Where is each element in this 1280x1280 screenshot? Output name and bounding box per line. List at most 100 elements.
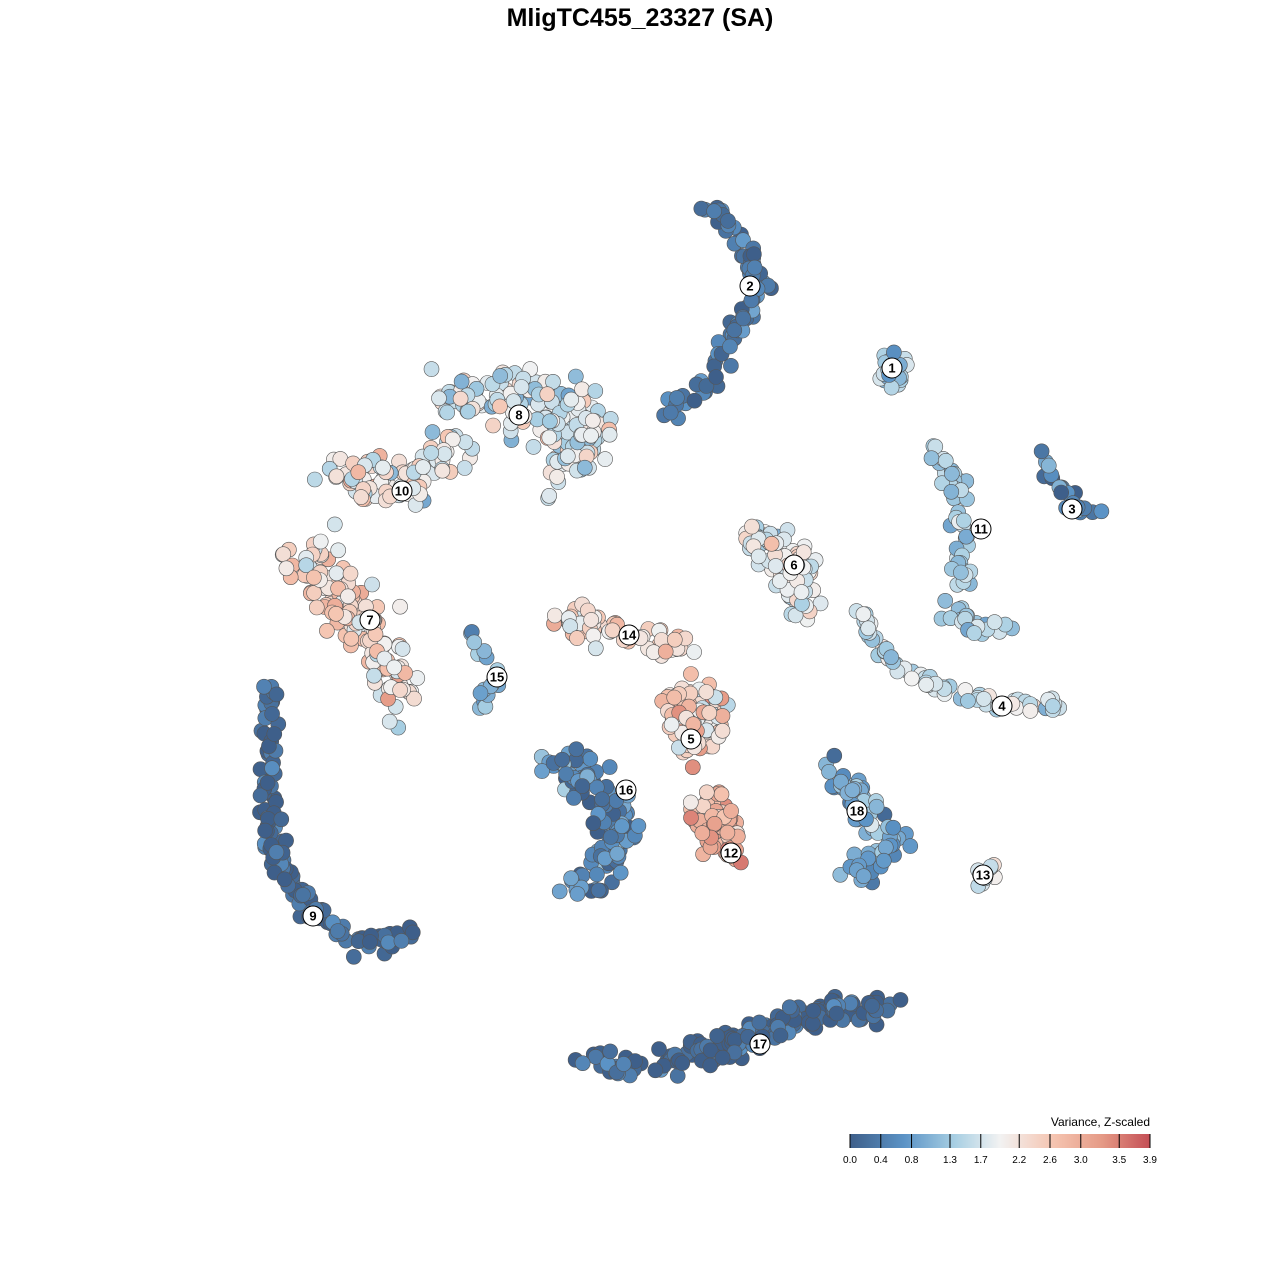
cell-point (534, 763, 550, 779)
cell-point (886, 344, 902, 361)
cell-point (722, 338, 738, 355)
cell-point (541, 487, 558, 504)
cell-point (466, 634, 483, 651)
cell-point (492, 368, 509, 384)
cell-point (647, 1062, 664, 1079)
cell-point (424, 424, 441, 440)
cell-point (771, 573, 788, 589)
cluster-label-3: 3 (1061, 498, 1083, 520)
cluster-label-circle (302, 905, 324, 927)
cluster-label-circle (991, 695, 1013, 717)
cell-point (719, 824, 736, 841)
cell-point (380, 934, 397, 951)
cell-point (492, 398, 508, 415)
cell-point (452, 390, 469, 407)
cell-point (264, 706, 280, 722)
cluster-label-12: 12 (720, 842, 742, 864)
cell-point (541, 429, 558, 446)
cell-point (392, 682, 408, 698)
cell-point (431, 390, 447, 407)
cluster-label-text: 1 (888, 361, 895, 376)
cell-point (364, 576, 380, 593)
cell-point (436, 446, 453, 462)
cell-point (795, 544, 812, 561)
cluster-label-circle (680, 728, 702, 750)
cell-point (342, 565, 359, 582)
cell-point (663, 716, 680, 733)
cell-point (406, 690, 422, 707)
cluster-label-circle (486, 666, 508, 688)
cell-point (460, 403, 476, 420)
cell-point (726, 322, 743, 339)
cell-point (569, 886, 586, 902)
legend-tick-label: 2.6 (1043, 1155, 1057, 1166)
cell-point (701, 705, 718, 721)
cell-point (268, 686, 285, 703)
cell-point (278, 560, 295, 577)
cluster-label-18: 18 (846, 800, 868, 822)
cluster-label-text: 12 (724, 846, 738, 861)
cell-point (597, 451, 613, 467)
cell-point (651, 1041, 667, 1057)
cluster-label-circle (391, 480, 413, 502)
cell-point (975, 691, 992, 707)
cell-point (698, 784, 715, 801)
cell-point (1041, 457, 1057, 474)
cell-point (720, 213, 736, 229)
cell-point (714, 708, 731, 724)
cluster-label-text: 18 (850, 804, 864, 819)
cell-point (684, 759, 701, 776)
cell-point (821, 763, 837, 780)
cell-point (662, 404, 679, 421)
cell-point (960, 693, 976, 709)
data-points (252, 199, 1110, 1084)
cell-point (883, 649, 899, 666)
cell-point (551, 883, 568, 900)
cluster-label-circle (720, 842, 742, 864)
cell-point (330, 542, 347, 559)
cell-point (273, 811, 290, 828)
cell-point (587, 1049, 604, 1065)
cell-point (584, 412, 601, 429)
cell-point (943, 483, 960, 500)
cluster-label-circle (970, 518, 992, 540)
cell-point (694, 825, 711, 841)
cell-point (666, 631, 683, 648)
cell-point (594, 791, 610, 808)
cluster-label-circle (359, 609, 381, 631)
cell-point (885, 819, 902, 836)
cluster-label-14: 14 (618, 624, 640, 646)
cell-point (340, 588, 356, 605)
cluster-label-circle (618, 624, 640, 646)
cell-point (609, 845, 626, 862)
cell-point (953, 564, 969, 581)
cluster-label-11: 11 (970, 518, 992, 540)
cluster-label-circle (615, 779, 637, 801)
legend-tick-label: 3.9 (1143, 1155, 1157, 1166)
cell-point (476, 643, 493, 659)
cell-point (702, 1042, 719, 1059)
cell-point (590, 882, 607, 899)
cell-point (256, 678, 272, 695)
cell-point (582, 751, 599, 767)
cell-point (918, 676, 935, 693)
cell-point (693, 200, 710, 217)
cluster-label-circle (749, 1033, 771, 1055)
cell-point (366, 667, 382, 684)
cluster-label-2: 2 (739, 275, 761, 297)
cell-point (589, 866, 605, 883)
cluster-label-circle (739, 275, 761, 297)
cell-point (1033, 443, 1050, 460)
cluster-label-text: 8 (515, 408, 522, 423)
cell-point (587, 640, 604, 657)
cell-point (612, 864, 629, 881)
cell-point (683, 809, 699, 826)
cell-point (944, 465, 960, 482)
cell-point (669, 390, 685, 406)
legend-colorbar (850, 1134, 1150, 1148)
cell-point (666, 689, 683, 706)
cell-point (562, 618, 579, 635)
cell-point (706, 203, 722, 219)
cell-point (558, 766, 574, 782)
cell-point (295, 887, 311, 903)
